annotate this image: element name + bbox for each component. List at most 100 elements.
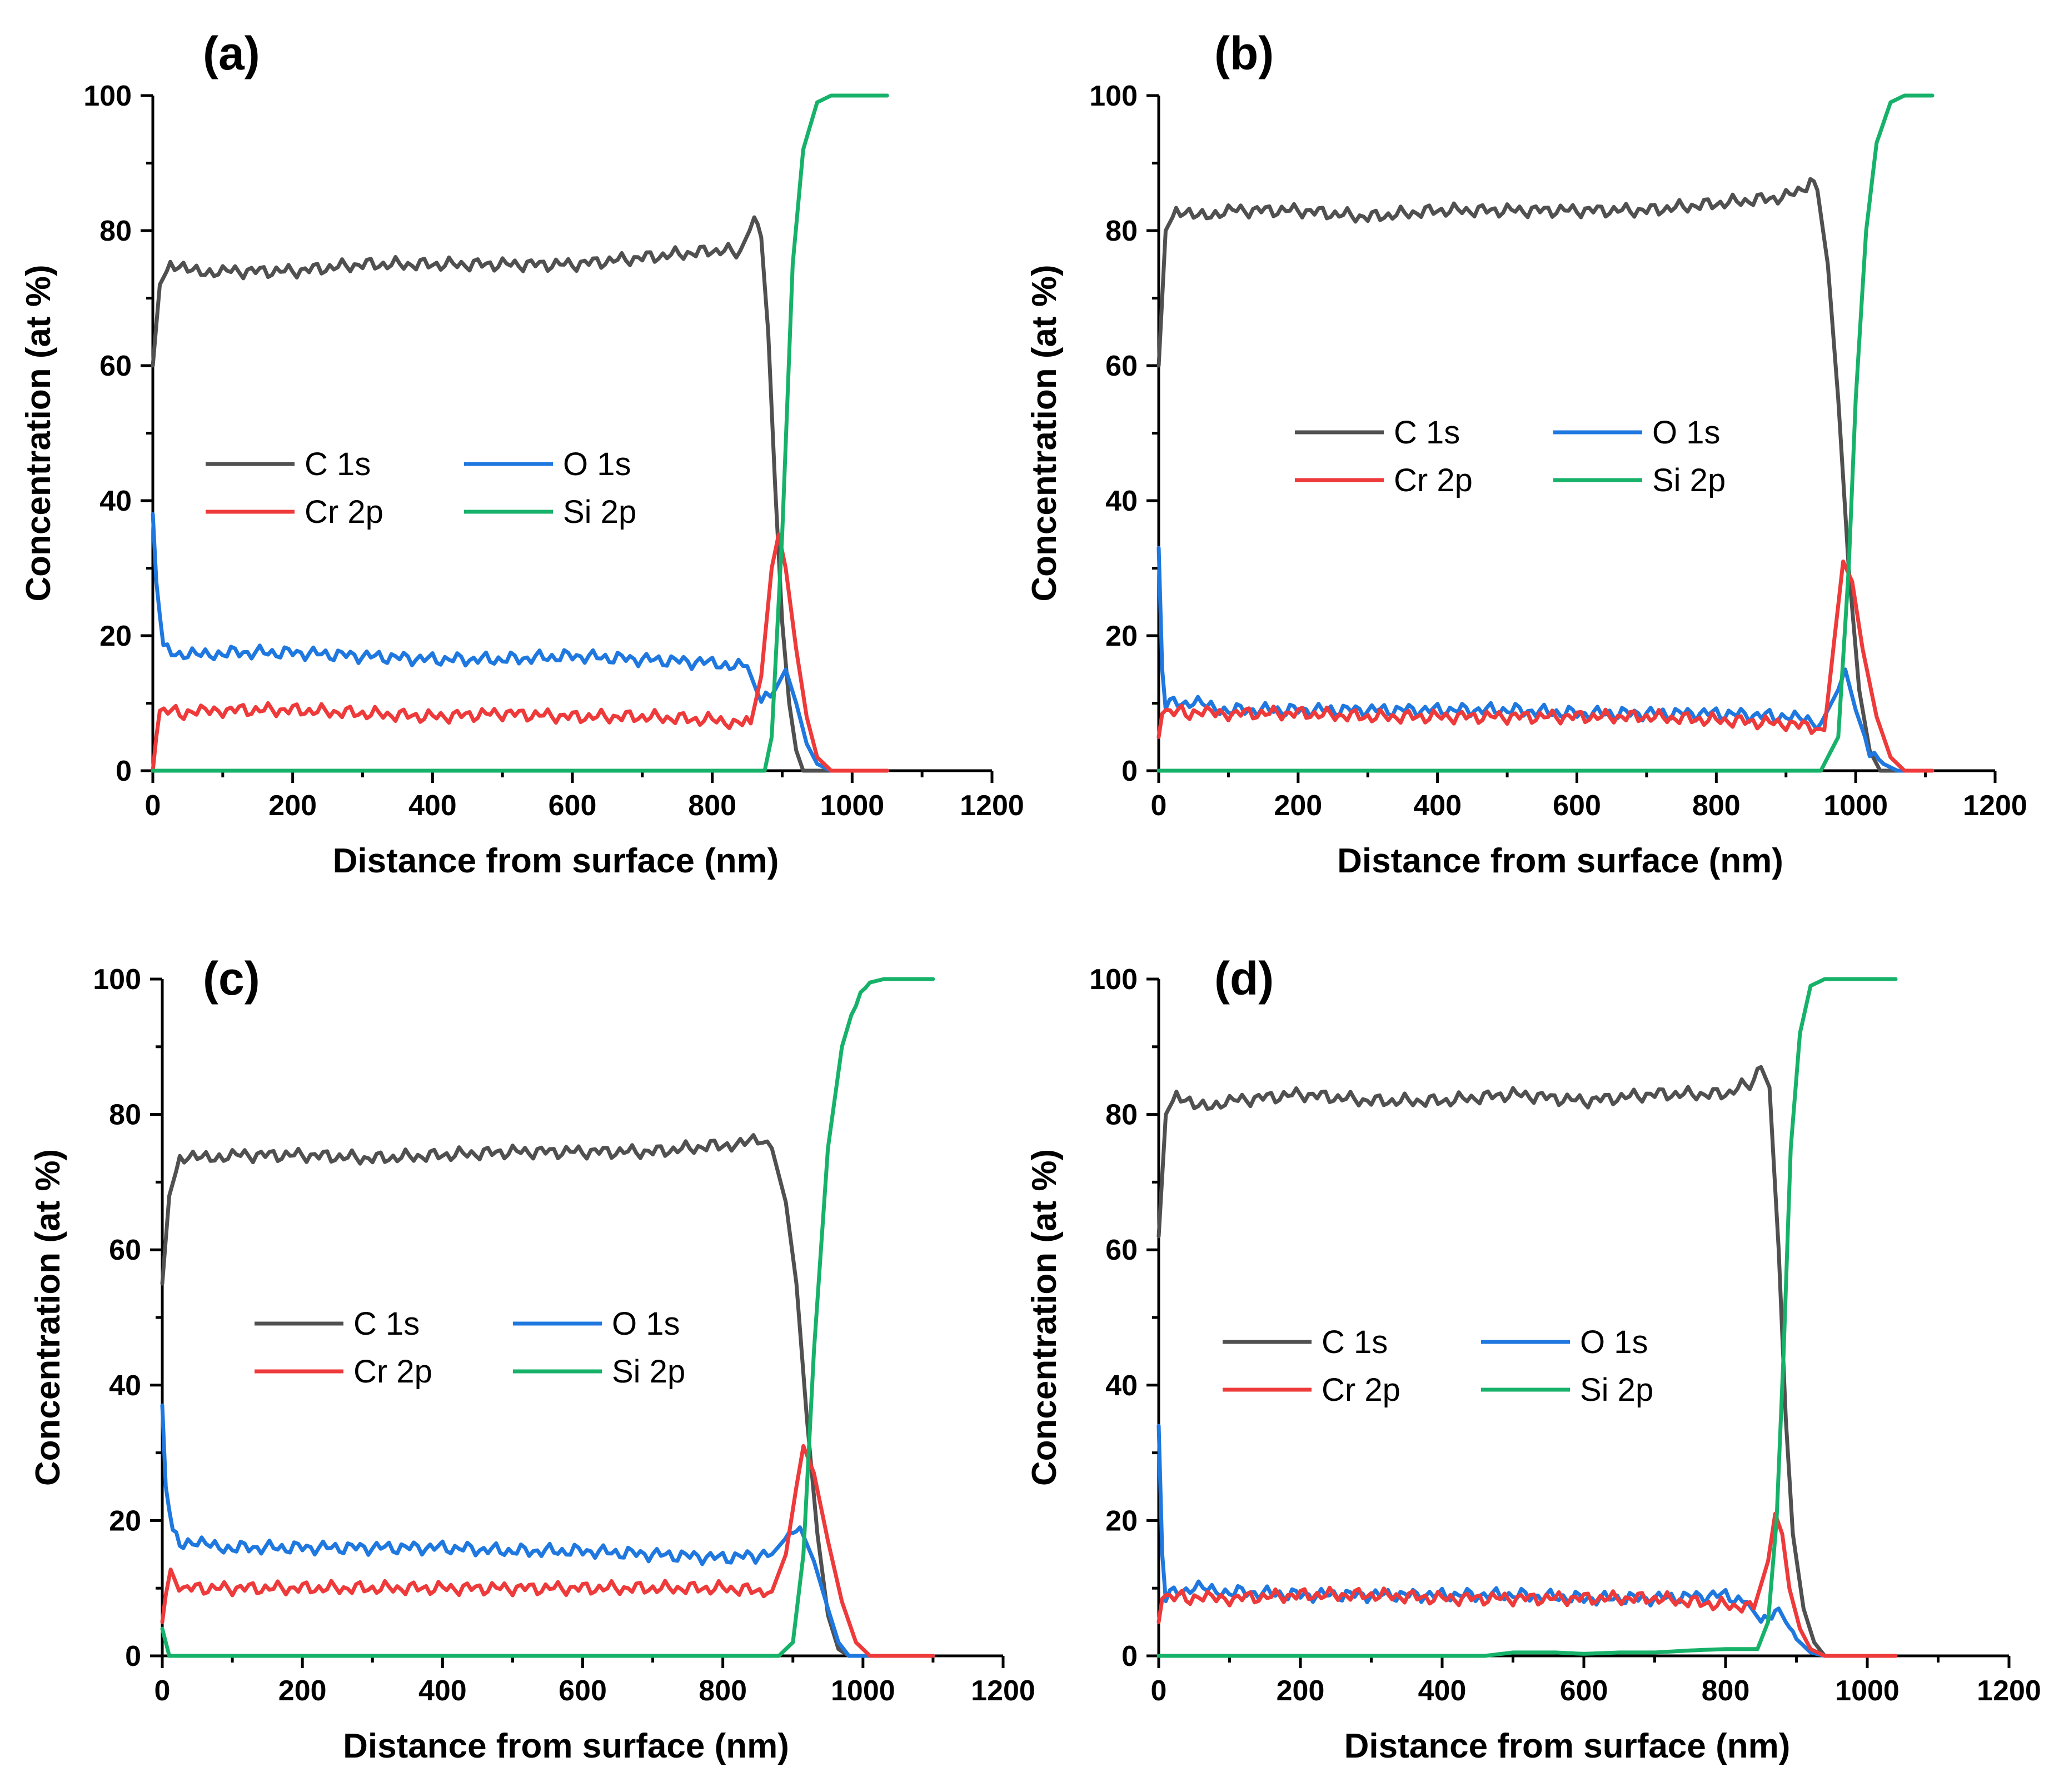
series-line-cr-2p (151, 532, 889, 773)
y-tick-label: 40 (99, 485, 132, 517)
y-tick-label: 100 (83, 80, 132, 112)
y-tick-label: 40 (1105, 485, 1138, 517)
y-tick-label: 60 (99, 350, 132, 382)
legend-label: O 1s (612, 1306, 680, 1342)
x-tick-label: 200 (1277, 1675, 1325, 1707)
series-line-c-1s (151, 215, 889, 773)
x-axis-title: Distance from surface (nm) (1344, 1727, 1791, 1765)
series-line-si-2p (1156, 93, 1935, 773)
x-tick-label: 1000 (820, 790, 884, 822)
x-tick-label: 600 (1560, 1675, 1608, 1707)
legend-label: C 1s (1394, 415, 1460, 451)
legend-label: Cr 2p (1322, 1372, 1400, 1408)
legend: C 1s O 1s Cr 2p Si 2p (1295, 415, 1726, 498)
legend-label: O 1s (1652, 415, 1721, 451)
x-tick-label: 600 (1553, 790, 1601, 822)
series-line-o-1s (1156, 546, 1935, 773)
y-tick-label: 100 (93, 964, 141, 996)
y-tick-label: 60 (1105, 350, 1138, 382)
y-tick-label: 60 (1105, 1234, 1138, 1266)
series-line-si-2p (160, 977, 935, 1658)
y-tick-label: 0 (1121, 755, 1138, 787)
y-tick-label: 80 (99, 215, 132, 247)
y-axis-title: Concentration (at %) (1025, 264, 1064, 601)
x-tick-label: 0 (1151, 790, 1167, 822)
y-tick-label: 0 (1121, 1640, 1138, 1673)
x-tick-label: 1000 (1823, 790, 1888, 822)
x-axis-title: Distance from surface (nm) (1337, 842, 1783, 880)
x-tick-label: 800 (1702, 1675, 1750, 1707)
x-axis-title: Distance from surface (nm) (333, 842, 779, 880)
x-tick-label: 200 (268, 790, 317, 822)
series-line-si-2p (1156, 977, 1898, 1658)
legend-label: C 1s (305, 446, 371, 482)
y-tick-label: 40 (1105, 1370, 1138, 1402)
chart-panel-2: (b) 0 200 400 600 800 1000 1200 0 20 40 60 80 100 Dist… (1025, 27, 2027, 880)
series-line-cr-2p (160, 1444, 935, 1658)
panel-label: (b) (1214, 27, 1274, 79)
panel-label: (c) (203, 952, 260, 1005)
x-tick-label: 800 (688, 790, 736, 822)
legend-label: Cr 2p (1394, 462, 1473, 498)
y-axis-title: Concentration (at %) (1025, 1149, 1064, 1486)
x-tick-label: 1000 (1835, 1675, 1900, 1707)
y-tick-label: 20 (1105, 1505, 1138, 1537)
series-line-si-2p (151, 93, 889, 773)
x-tick-label: 800 (699, 1675, 747, 1707)
x-tick-label: 1200 (960, 790, 1024, 822)
y-axis-title: Concentration (at %) (19, 264, 58, 601)
x-tick-label: 400 (1413, 790, 1462, 822)
legend-label: O 1s (563, 446, 631, 482)
x-tick-label: 1200 (1963, 790, 2027, 822)
series-line-cr-2p (1156, 1511, 1898, 1658)
x-tick-label: 0 (145, 790, 161, 822)
series-line-c-1s (1156, 1065, 1898, 1658)
x-tick-label: 1200 (1977, 1675, 2041, 1707)
y-tick-label: 60 (109, 1234, 141, 1266)
x-tick-label: 0 (154, 1675, 171, 1707)
y-tick-label: 40 (109, 1370, 141, 1402)
legend-label: C 1s (353, 1306, 420, 1342)
y-tick-label: 0 (125, 1640, 141, 1673)
y-tick-label: 80 (1105, 1099, 1138, 1131)
series-line-cr-2p (1156, 559, 1935, 773)
legend-label: Si 2p (612, 1354, 685, 1390)
x-tick-label: 200 (278, 1675, 327, 1707)
x-tick-label: 400 (1418, 1675, 1467, 1707)
x-tick-label: 0 (1151, 1675, 1167, 1707)
y-tick-label: 0 (116, 755, 132, 787)
x-tick-label: 400 (408, 790, 457, 822)
y-tick-label: 20 (109, 1505, 141, 1537)
series-line-c-1s (1156, 177, 1935, 773)
legend-label: Si 2p (1580, 1372, 1653, 1408)
series-line-o-1s (151, 512, 889, 773)
panel-label: (d) (1214, 952, 1274, 1005)
y-tick-label: 20 (1105, 620, 1138, 652)
x-tick-label: 800 (1692, 790, 1741, 822)
legend-label: Cr 2p (305, 494, 383, 530)
y-tick-label: 80 (1105, 215, 1138, 247)
panel-label: (a) (203, 27, 260, 79)
chart-panel-4: (d) 0 200 400 600 800 1000 1200 0 20 40 60 80 100 Dist… (1025, 952, 2041, 1765)
chart-panel-1: (a) 0 200 400 600 800 1000 1200 0 20 40 60 80 100 Dist… (19, 27, 1024, 880)
legend-label: O 1s (1580, 1324, 1648, 1360)
x-axis-title: Distance from surface (nm) (343, 1727, 789, 1765)
y-tick-label: 20 (99, 620, 132, 652)
x-tick-label: 600 (549, 790, 597, 822)
y-tick-label: 100 (1089, 964, 1138, 996)
series-line-o-1s (1156, 1424, 1898, 1658)
x-tick-label: 200 (1274, 790, 1322, 822)
legend-label: Si 2p (563, 494, 636, 530)
legend-label: Si 2p (1652, 462, 1726, 498)
chart-panel-3: (c) 0 200 400 600 800 1000 1200 0 20 40 60 80 100 Dist… (29, 952, 1035, 1765)
y-tick-label: 80 (109, 1099, 141, 1131)
y-axis-title: Concentration (at %) (29, 1149, 67, 1486)
legend: C 1s O 1s Cr 2p Si 2p (1223, 1324, 1653, 1408)
legend: C 1s O 1s Cr 2p Si 2p (206, 446, 636, 530)
x-tick-label: 1000 (831, 1675, 895, 1707)
x-tick-label: 400 (418, 1675, 467, 1707)
y-tick-label: 100 (1089, 80, 1138, 112)
legend: C 1s O 1s Cr 2p Si 2p (255, 1306, 685, 1390)
legend-label: Cr 2p (353, 1354, 432, 1390)
